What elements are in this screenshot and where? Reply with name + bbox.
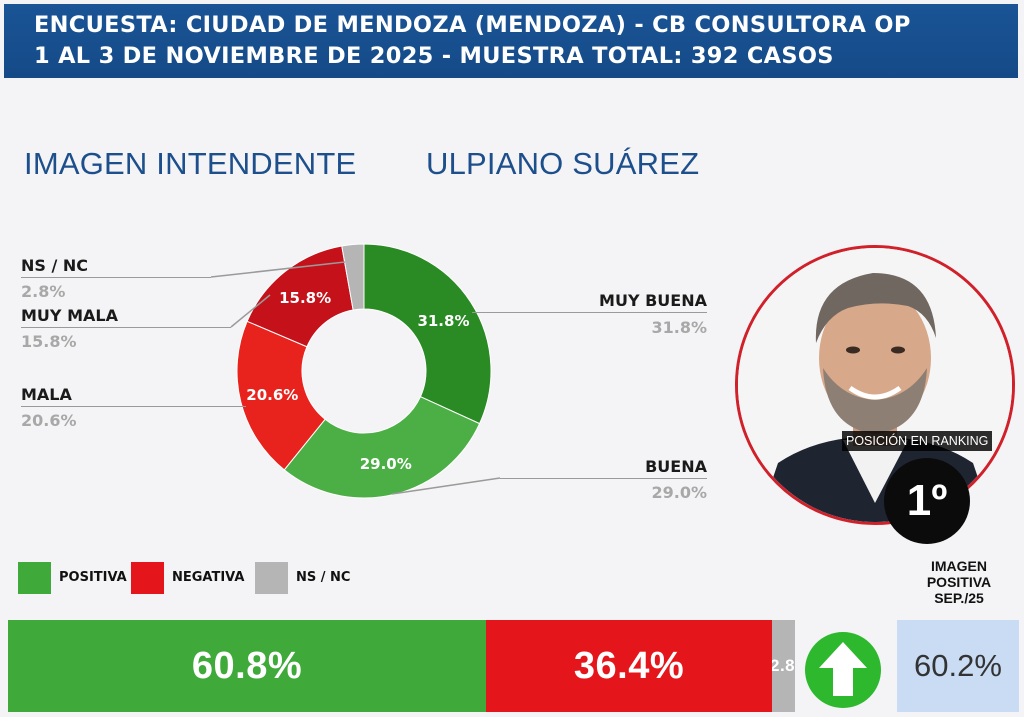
slice-label-muy-buena: MUY BUENA	[599, 291, 707, 310]
legend-swatch-positiva	[18, 562, 51, 594]
arrow-up-icon	[805, 632, 881, 708]
leader-line-muy-buena	[472, 312, 707, 313]
reference-label: IMAGEN POSITIVA SEP./25	[898, 558, 1020, 606]
slice-value-ns-nc: 2.8%	[21, 282, 66, 301]
donut-slice-label-muy-buena: 31.8%	[417, 312, 469, 330]
legend-swatch-negativa	[131, 562, 164, 594]
slice-value-mala: 20.6%	[21, 411, 77, 430]
donut-slice-muy-buena	[363, 243, 492, 425]
bar-label-positiva: 60.8%	[191, 644, 303, 687]
bar-segment-positiva: 60.8%	[8, 620, 486, 712]
reference-label-line-2: POSITIVA	[926, 574, 992, 590]
bar-label-negativa: 36.4%	[573, 644, 685, 687]
reference-label-line-1: IMAGEN	[931, 558, 987, 574]
donut-slice-label-buena: 29.0%	[360, 455, 412, 473]
donut-slice-label-mala: 20.6%	[246, 386, 298, 404]
chart-subtitle: IMAGEN INTENDENTE	[24, 146, 357, 181]
legend-label-ns-nc: NS / NC	[296, 570, 351, 585]
donut-slice-buena	[283, 396, 481, 499]
legend-swatch-ns-nc	[255, 562, 288, 594]
bar-segment-ns-nc: 2.8%	[772, 620, 795, 712]
reference-value: 60.2%	[897, 620, 1019, 712]
slice-value-muy-mala: 15.8%	[21, 332, 77, 351]
bar-label-ns-nc: 2.8%	[772, 656, 795, 675]
reference-label-line-3: SEP./25	[934, 590, 984, 606]
donut-slice-label-muy-mala: 15.8%	[279, 289, 331, 307]
leader-line-muy-mala	[21, 327, 231, 328]
stacked-bar: 60.8% 36.4% 2.8%	[8, 620, 795, 712]
header-line-2: 1 AL 3 DE NOVIEMBRE DE 2025 - MUESTRA TO…	[34, 43, 834, 69]
mayor-name: ULPIANO SUÁREZ	[426, 146, 700, 181]
leader-line-ns-nc	[21, 277, 211, 278]
slice-value-buena: 29.0%	[651, 483, 707, 502]
donut-slice-ns-nc	[341, 243, 365, 311]
header-banner: ENCUESTA: CIUDAD DE MENDOZA (MENDOZA) - …	[4, 4, 1018, 78]
slice-label-buena: BUENA	[645, 457, 707, 476]
ranking-badge: 1º	[884, 458, 970, 544]
slice-label-ns-nc: NS / NC	[21, 256, 89, 275]
slice-label-muy-mala: MUY MALA	[21, 306, 118, 325]
legend-label-negativa: NEGATIVA	[172, 570, 245, 585]
legend-label-positiva: POSITIVA	[59, 570, 127, 585]
leader-line-mala	[21, 406, 246, 407]
slice-label-mala: MALA	[21, 385, 72, 404]
leader-line-buena	[500, 478, 707, 479]
header-line-1: ENCUESTA: CIUDAD DE MENDOZA (MENDOZA) - …	[34, 12, 911, 38]
portrait-image	[738, 248, 1012, 522]
ranking-label: POSICIÓN EN RANKING	[842, 431, 993, 451]
slice-value-muy-buena: 31.8%	[651, 318, 707, 337]
bar-segment-negativa: 36.4%	[486, 620, 772, 712]
mayor-portrait	[735, 245, 1015, 525]
donut-chart: 31.8% 29.0% 20.6% 15.8%	[236, 243, 492, 499]
